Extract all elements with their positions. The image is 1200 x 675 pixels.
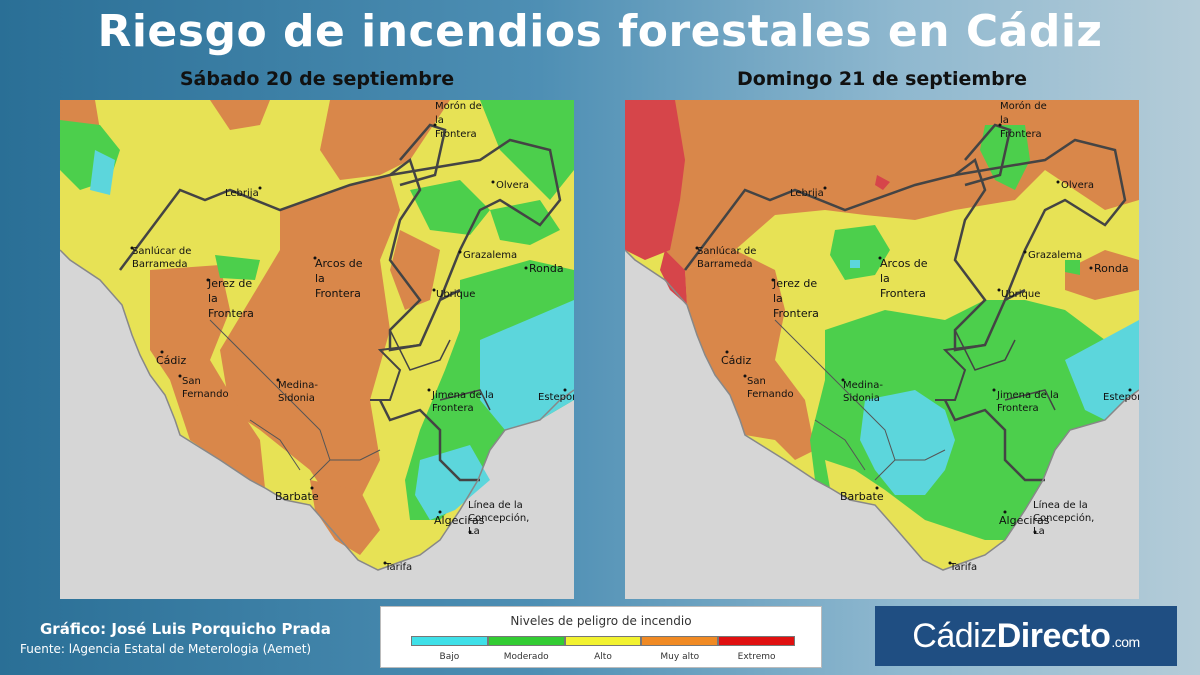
legend-swatch-extremo bbox=[718, 636, 795, 646]
place-olvera: Olvera bbox=[1061, 180, 1094, 191]
credits: Gráfico: José Luis Porquicho Prada Fuent… bbox=[20, 620, 331, 656]
place-jerez: Jerez de bbox=[207, 277, 252, 290]
place-lebrija: Lebrija bbox=[790, 188, 824, 199]
place-moron-3: Frontera bbox=[435, 129, 477, 140]
brand-part1: Cádiz bbox=[912, 616, 997, 655]
place-lebrija: Lebrija bbox=[225, 188, 259, 199]
place-barbate: Barbate bbox=[275, 490, 319, 503]
place-algeciras: Algeciras bbox=[999, 514, 1050, 527]
place-grazalema: Grazalema bbox=[1028, 250, 1082, 261]
legend-label-muy-alto: Muy alto bbox=[660, 652, 700, 662]
brand-part2: Directo bbox=[996, 616, 1111, 655]
place-cadiz: Cádiz bbox=[721, 354, 751, 367]
place-ubrique: Ubrique bbox=[436, 289, 475, 300]
place-cadiz: Cádiz bbox=[156, 354, 186, 367]
place-olvera: Olvera bbox=[496, 180, 529, 191]
legend-swatch-alto bbox=[564, 636, 642, 646]
place-san-fernando: San bbox=[182, 376, 201, 387]
place-algeciras: Algeciras bbox=[434, 514, 485, 527]
place-tarifa: Tarifa bbox=[949, 562, 977, 573]
brand-logo[interactable]: Cádiz Directo .com bbox=[875, 606, 1177, 666]
legend-label-alto: Alto bbox=[594, 652, 612, 662]
place-linea: Línea de la bbox=[468, 499, 523, 511]
place-barbate: Barbate bbox=[840, 490, 884, 503]
place-jimena: Jimena de la bbox=[431, 390, 494, 401]
place-jimena-2: Frontera bbox=[997, 403, 1039, 414]
place-grazalema: Grazalema bbox=[463, 250, 517, 261]
place-sanlucar-2: Barrameda bbox=[132, 259, 188, 270]
credits-source: Fuente: lAgencia Estatal de Meterologia … bbox=[20, 642, 312, 656]
brand-suffix: .com bbox=[1111, 634, 1140, 650]
place-linea-2: Concepción, bbox=[468, 512, 529, 524]
place-linea-3: La bbox=[1033, 526, 1045, 537]
legend-swatch-muy-alto bbox=[641, 636, 719, 646]
place-jerez: Jerez de bbox=[772, 277, 817, 290]
legend-label-extremo: Extremo bbox=[737, 652, 776, 662]
place-jimena-2: Frontera bbox=[432, 403, 474, 414]
place-medina-2: Sidonia bbox=[278, 393, 315, 404]
legend-label-moderado: Moderado bbox=[503, 652, 549, 662]
legend-label-bajo: Bajo bbox=[439, 652, 460, 662]
legend-title: Niveles de peligro de incendio bbox=[510, 614, 692, 628]
place-linea-3: La bbox=[468, 526, 480, 537]
place-moron-2: la bbox=[1000, 115, 1009, 126]
place-ubrique: Ubrique bbox=[1001, 289, 1040, 300]
legend-swatch-bajo bbox=[411, 636, 488, 646]
place-arcos: Arcos de bbox=[315, 257, 363, 270]
place-jerez-2: la bbox=[773, 292, 783, 305]
place-tarifa: Tarifa bbox=[384, 562, 412, 573]
place-moron-3: Frontera bbox=[1000, 129, 1042, 140]
fire-risk-map-saturday: Morón de la Frontera Lebrija Olvera Sanl… bbox=[60, 100, 574, 599]
place-sanlucar: Sanlúcar de bbox=[697, 245, 756, 257]
place-sanlucar-2: Barrameda bbox=[697, 259, 753, 270]
legend-color-bars bbox=[411, 636, 795, 646]
place-arcos: Arcos de bbox=[880, 257, 928, 270]
place-arcos-2: la bbox=[315, 272, 325, 285]
place-ronda: Ronda bbox=[1094, 262, 1129, 275]
place-moron: Morón de bbox=[435, 100, 482, 112]
legend-swatch-moderado bbox=[487, 636, 565, 646]
place-san-fernando: San bbox=[747, 376, 766, 387]
place-arcos-3: Frontera bbox=[315, 287, 361, 300]
place-jerez-3: Frontera bbox=[773, 307, 819, 320]
place-jerez-3: Frontera bbox=[208, 307, 254, 320]
place-medina: Medina- bbox=[843, 380, 883, 391]
page-title: Riesgo de incendios forestales en Cádiz bbox=[97, 6, 1103, 57]
place-arcos-2: la bbox=[880, 272, 890, 285]
place-ronda: Ronda bbox=[529, 262, 564, 275]
credits-author: Gráfico: José Luis Porquicho Prada bbox=[40, 620, 331, 638]
place-san-fernando-2: Fernando bbox=[182, 389, 229, 400]
place-sanlucar: Sanlúcar de bbox=[132, 245, 191, 257]
fire-danger-legend: Niveles de peligro de incendio Bajo Mode… bbox=[380, 606, 822, 668]
place-san-fernando-2: Fernando bbox=[747, 389, 794, 400]
legend-labels: Bajo Moderado Alto Muy alto Extremo bbox=[411, 652, 795, 662]
place-arcos-3: Frontera bbox=[880, 287, 926, 300]
place-medina: Medina- bbox=[278, 380, 318, 391]
place-moron-2: la bbox=[435, 115, 444, 126]
place-moron: Morón de bbox=[1000, 100, 1047, 112]
place-jerez-2: la bbox=[208, 292, 218, 305]
place-medina-2: Sidonia bbox=[843, 393, 880, 404]
fire-risk-map-sunday: Morón de la Frontera Lebrija Olvera Sanl… bbox=[625, 100, 1139, 599]
place-estepona: Estepona bbox=[538, 392, 574, 403]
place-jimena: Jimena de la bbox=[996, 390, 1059, 401]
map-day-label-sunday: Domingo 21 de septiembre bbox=[736, 68, 1028, 90]
place-estepona: Estepona bbox=[1103, 392, 1139, 403]
place-linea-2: Concepción, bbox=[1033, 512, 1094, 524]
place-linea: Línea de la bbox=[1033, 499, 1088, 511]
map-day-label-saturday: Sábado 20 de septiembre bbox=[179, 68, 455, 90]
